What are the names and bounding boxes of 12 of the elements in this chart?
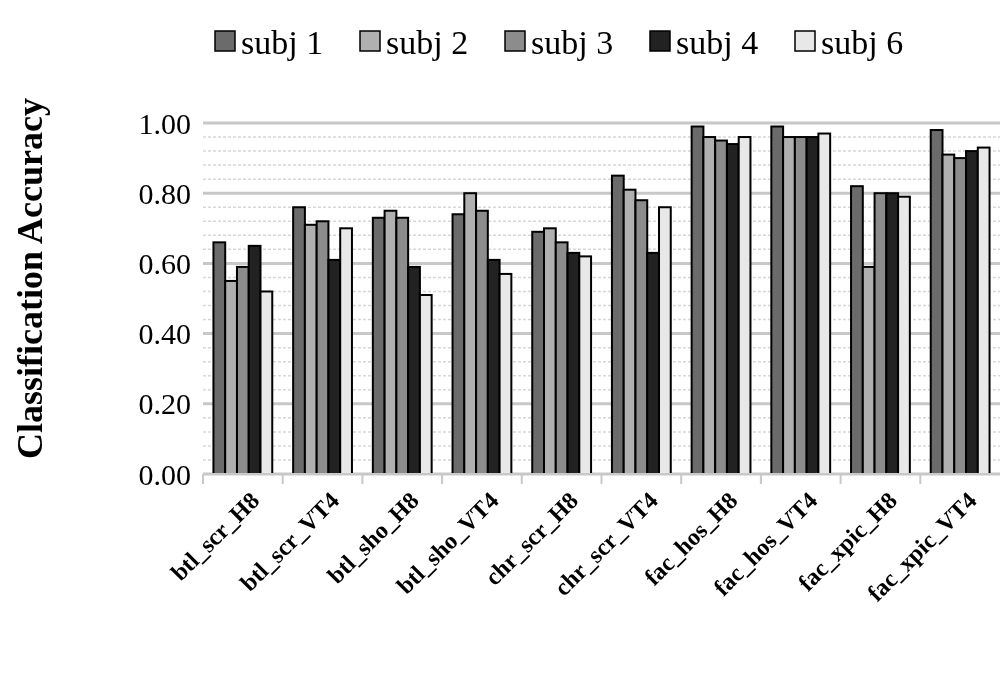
- legend-label: subj 4: [676, 23, 759, 61]
- y-tick-label: 0.00: [138, 457, 191, 491]
- legend-label: subj 6: [821, 23, 904, 61]
- y-tick-label: 0.40: [138, 317, 191, 351]
- y-tick-label: 0.60: [138, 246, 191, 280]
- y-tick-label: 0.80: [138, 176, 191, 210]
- legend-label: subj 2: [386, 23, 469, 61]
- y-tick-label: 0.20: [138, 387, 191, 421]
- y-axis-title: Classification Accuracy: [10, 98, 50, 459]
- legend-label: subj 1: [241, 23, 324, 61]
- legend-label: subj 3: [531, 23, 614, 61]
- y-tick-label: 1.00: [138, 106, 191, 140]
